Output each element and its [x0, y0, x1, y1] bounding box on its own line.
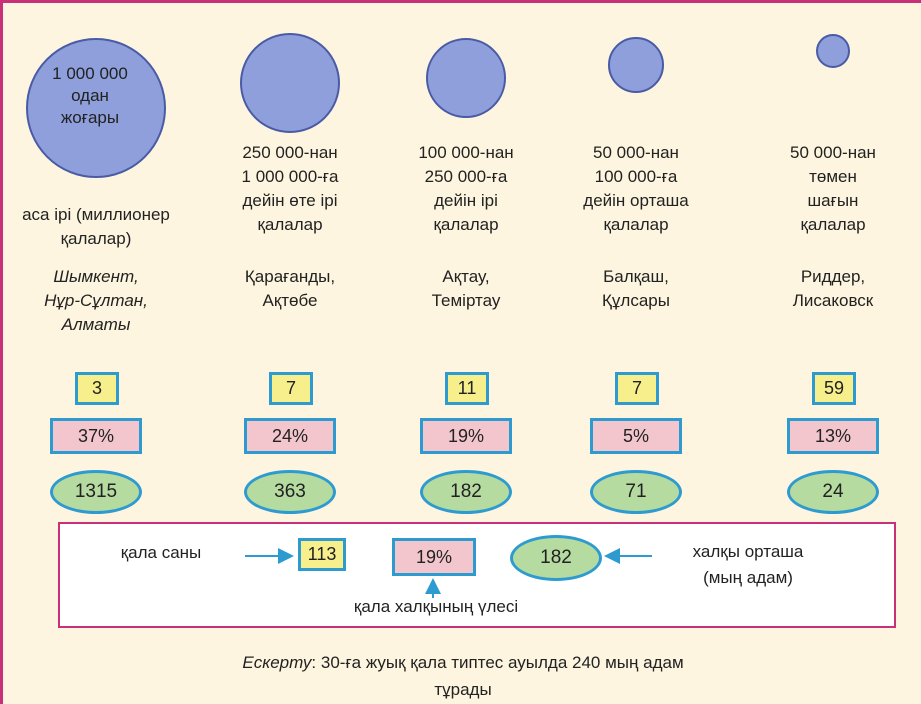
city-examples: Ақтау, Теміртау	[431, 267, 501, 310]
city-count: 7	[269, 372, 313, 405]
legend-population: 182	[510, 535, 602, 581]
average-population: 363	[244, 470, 336, 514]
population-share: 19%	[420, 418, 512, 454]
city-count: 11	[445, 372, 489, 405]
population-share: 24%	[244, 418, 336, 454]
city-examples: Қарағанды, Ақтөбе	[244, 267, 336, 310]
average-population: 1315	[50, 470, 142, 514]
city-circle	[426, 38, 506, 118]
category-description: 250 000-нан 1 000 000-ға дейін өте ірі қ…	[241, 143, 339, 234]
city-examples: Риддер, Лисаковск	[792, 267, 874, 310]
average-population: 71	[590, 470, 682, 514]
average-population: 24	[787, 470, 879, 514]
city-count: 3	[75, 372, 119, 405]
city-circle	[240, 33, 340, 133]
legend-count-label: қала саны	[120, 543, 202, 562]
note: Ескерту: 30-ға жуық қала типтес ауылда 2…	[234, 649, 692, 704]
city-count: 7	[615, 372, 659, 405]
population-share: 37%	[50, 418, 142, 454]
category-description: 50 000-нан төмен шағын қалалар	[790, 143, 876, 234]
legend-population-label: халқы орташа (мың адам)	[692, 542, 804, 587]
city-examples: Балқаш, Құлсары	[602, 267, 670, 310]
circle-label: 1 000 000 одан жоғары	[52, 64, 128, 127]
legend-box	[58, 522, 896, 628]
legend-share: 19%	[392, 538, 476, 576]
category-description: аса ірі (миллионер қалалар)	[22, 205, 170, 248]
legend-share-label: қала халқының үлесі	[353, 597, 519, 616]
population-share: 5%	[590, 418, 682, 454]
legend-count: 113	[298, 538, 346, 571]
city-count: 59	[812, 372, 856, 405]
city-circle	[816, 34, 850, 68]
note-prefix: Ескерту	[242, 653, 312, 672]
city-circle	[26, 38, 166, 178]
note-text: : 30-ға жуық қала типтес ауылда 240 мың …	[311, 653, 684, 699]
city-circle	[608, 37, 664, 93]
population-share: 13%	[787, 418, 879, 454]
category-description: 50 000-нан 100 000-ға дейін орташа қалал…	[583, 143, 689, 234]
category-description: 100 000-нан 250 000-ға дейін ірі қалалар	[418, 143, 514, 234]
average-population: 182	[420, 470, 512, 514]
city-examples: Шымкент, Нұр-Сұлтан, Алматы	[44, 267, 148, 334]
